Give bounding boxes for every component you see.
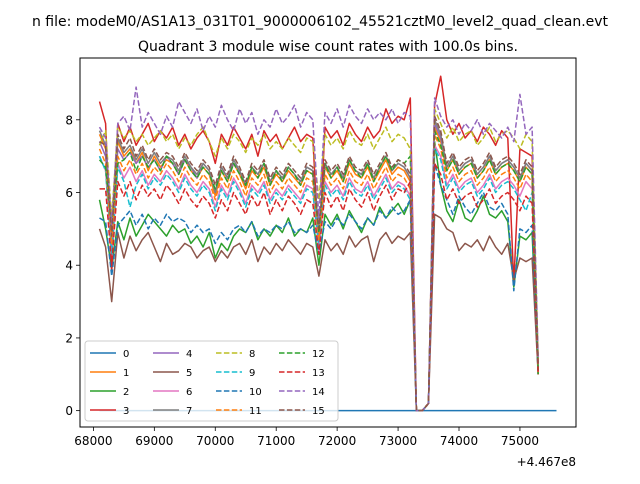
legend-box bbox=[84, 340, 339, 422]
legend-label-3: 3 bbox=[123, 406, 129, 417]
legend-label-12: 12 bbox=[312, 349, 325, 360]
series-layer bbox=[98, 75, 557, 412]
x-offset-label: +4.467e8 bbox=[517, 455, 576, 469]
legend-label-14: 14 bbox=[312, 387, 325, 398]
series-line-11 bbox=[98, 133, 539, 412]
series-line-15 bbox=[99, 115, 539, 412]
x-tick-label: 68000 bbox=[74, 434, 112, 448]
legend-label-15: 15 bbox=[312, 406, 325, 417]
series-line-13 bbox=[99, 162, 539, 412]
x-tick-label: 72000 bbox=[318, 434, 356, 448]
y-axis: 0 2 4 6 8 bbox=[65, 113, 80, 418]
legend-label-7: 7 bbox=[186, 406, 192, 417]
chart-title: Quadrant 3 module wise count rates with … bbox=[138, 39, 518, 55]
x-tick-label: 71000 bbox=[257, 434, 295, 448]
figure-suptitle: n file: modeM0/AS1A13_031T01_9000006102_… bbox=[32, 14, 609, 30]
legend-label-13: 13 bbox=[312, 368, 325, 379]
series-line-12 bbox=[98, 129, 539, 412]
legend-label-1: 1 bbox=[123, 368, 129, 379]
x-axis: 68000 69000 70000 71000 72000 73000 74000 75000 bbox=[74, 427, 539, 448]
legend-label-10: 10 bbox=[249, 387, 262, 398]
y-tick-label: 6 bbox=[65, 186, 73, 200]
legend-label-5: 5 bbox=[186, 368, 192, 379]
x-tick-label: 73000 bbox=[379, 434, 417, 448]
legend-label-0: 0 bbox=[123, 349, 129, 360]
y-tick-label: 2 bbox=[65, 331, 73, 345]
series-line-2 bbox=[98, 140, 539, 412]
legend-label-9: 9 bbox=[249, 368, 255, 379]
series-line-14 bbox=[98, 86, 539, 412]
legend-label-6: 6 bbox=[186, 387, 192, 398]
legend-label-8: 8 bbox=[249, 349, 255, 360]
series-line-5 bbox=[98, 213, 539, 412]
plot-frame bbox=[79, 57, 577, 428]
y-tick-label: 8 bbox=[65, 113, 73, 127]
x-tick-label: 70000 bbox=[196, 434, 234, 448]
series-line-6 bbox=[98, 144, 539, 412]
legend-label-2: 2 bbox=[123, 387, 129, 398]
legend-label-11: 11 bbox=[249, 406, 262, 417]
x-tick-label: 75000 bbox=[501, 434, 539, 448]
x-tick-label: 74000 bbox=[440, 434, 478, 448]
legend-label-4: 4 bbox=[186, 349, 192, 360]
y-tick-label: 0 bbox=[65, 404, 73, 418]
x-tick-label: 69000 bbox=[135, 434, 173, 448]
y-tick-label: 4 bbox=[65, 259, 73, 273]
